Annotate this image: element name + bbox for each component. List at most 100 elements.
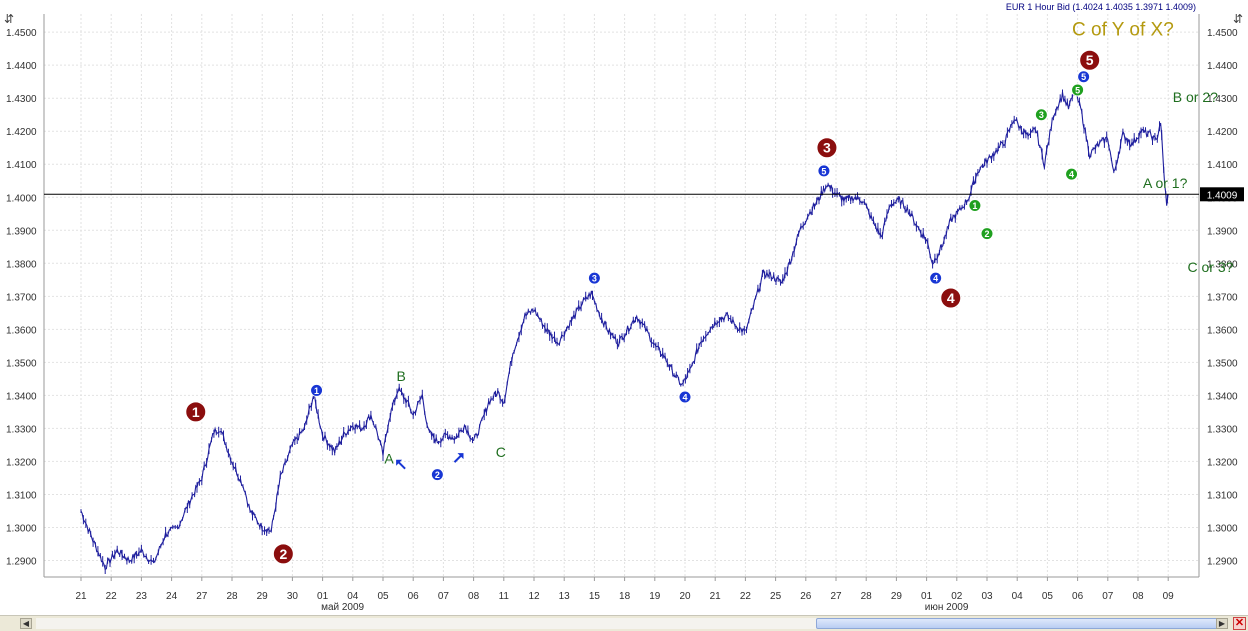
x-tick-label: 30 bbox=[287, 591, 299, 602]
x-tick-label: 06 bbox=[408, 591, 420, 602]
y-tick-label: 1.3500 bbox=[1207, 358, 1238, 369]
wave-label-number: 4 bbox=[933, 274, 938, 284]
x-tick-label: 06 bbox=[1072, 591, 1084, 602]
x-tick-label: 07 bbox=[1102, 591, 1114, 602]
y-tick-label: 1.3400 bbox=[6, 391, 37, 402]
y-tick-label: 1.4400 bbox=[6, 61, 37, 72]
month-label: июн 2009 bbox=[925, 602, 969, 613]
scroll-track[interactable] bbox=[36, 618, 1226, 629]
wave-label-number: 5 bbox=[1075, 85, 1080, 95]
annotation-label: C bbox=[496, 444, 506, 460]
wave-label: 5 bbox=[1071, 83, 1085, 97]
x-tick-label: 26 bbox=[800, 591, 812, 602]
wave-label-circle bbox=[816, 137, 838, 159]
x-tick-label: 04 bbox=[347, 591, 359, 602]
wave-label: 1 bbox=[185, 401, 207, 423]
x-tick-label: 05 bbox=[377, 591, 389, 602]
y-tick-label: 1.3500 bbox=[6, 358, 37, 369]
x-tick-label: 22 bbox=[106, 591, 118, 602]
y-tick-label: 1.3900 bbox=[6, 226, 37, 237]
y-tick-label: 1.3200 bbox=[6, 457, 37, 468]
wave-label-circle bbox=[1034, 108, 1048, 122]
wave-label-number: 5 bbox=[1086, 52, 1094, 68]
x-tick-label: 23 bbox=[136, 591, 148, 602]
y-axis-right-ticks: 1.2900 1.3000 1.3100 1.3200 1.3300 1.3400 1.35… bbox=[1207, 28, 1238, 567]
wave-arrow bbox=[396, 459, 406, 470]
annotation-label: B or 2? bbox=[1173, 89, 1218, 105]
wave-label: 3 bbox=[816, 137, 838, 159]
y-tick-label: 1.4400 bbox=[1207, 61, 1238, 72]
y-tick-label: 1.3000 bbox=[1207, 523, 1238, 534]
annotation-label: C of Y of X? bbox=[1072, 19, 1174, 40]
y-tick-label: 1.4300 bbox=[6, 94, 37, 105]
wave-label-circle bbox=[968, 199, 982, 213]
wave-label-circle bbox=[310, 383, 324, 397]
x-tick-label: 28 bbox=[861, 591, 873, 602]
wave-label: 3 bbox=[1034, 108, 1048, 122]
y-tick-label: 1.3800 bbox=[1207, 259, 1238, 270]
annotation-label: C or 3? bbox=[1188, 259, 1234, 275]
wave-label: 1 bbox=[968, 199, 982, 213]
wave-label-circle bbox=[940, 287, 962, 309]
y-axis-left-ticks: 1.2900 1.3000 1.3100 1.3200 1.3300 1.3400 1.35… bbox=[6, 28, 37, 567]
wave-arrow bbox=[453, 453, 464, 463]
wave-label: 4 bbox=[678, 390, 692, 404]
y-tick-label: 1.3900 bbox=[1207, 226, 1238, 237]
x-tick-label: 02 bbox=[951, 591, 963, 602]
wave-label-number: 1 bbox=[314, 386, 319, 396]
scroll-thumb[interactable] bbox=[816, 618, 1226, 629]
y-tick-label: 1.3400 bbox=[1207, 391, 1238, 402]
x-tick-label: 27 bbox=[196, 591, 208, 602]
y-tick-label: 1.2900 bbox=[1207, 556, 1238, 567]
wave-label-number: 3 bbox=[1039, 110, 1044, 120]
wave-label-circle bbox=[430, 468, 444, 482]
y-tick-label: 1.4300 bbox=[1207, 94, 1238, 105]
close-icon[interactable]: ✕ bbox=[1233, 617, 1246, 630]
x-tick-label: 08 bbox=[1132, 591, 1144, 602]
scale-icon[interactable]: ⇵ bbox=[3, 12, 15, 26]
scale-icon[interactable]: ⇵ bbox=[1232, 12, 1244, 26]
x-tick-label: 13 bbox=[559, 591, 571, 602]
x-tick-label: 21 bbox=[710, 591, 722, 602]
y-tick-label: 1.4100 bbox=[6, 160, 37, 171]
wave-label-number: 4 bbox=[1069, 170, 1074, 180]
wave-label-number: 5 bbox=[821, 166, 826, 176]
y-tick-label: 1.2900 bbox=[6, 556, 37, 567]
x-tick-label: 18 bbox=[619, 591, 631, 602]
wave-label: 5 bbox=[1079, 49, 1101, 71]
price-series bbox=[80, 89, 1169, 574]
annotations: C of Y of X? B or 2? A or 1? C or 3? A B C bbox=[384, 19, 1233, 466]
x-tick-label: 24 bbox=[166, 591, 178, 602]
x-tick-label: 01 bbox=[921, 591, 933, 602]
plot-background bbox=[44, 14, 1199, 577]
y-tick-label: 1.3600 bbox=[1207, 325, 1238, 336]
wave-label-number: 2 bbox=[435, 470, 440, 480]
price-tag-bg bbox=[1200, 187, 1244, 202]
wave-label-circle bbox=[185, 401, 207, 423]
wave-label-number: 3 bbox=[592, 274, 597, 284]
y-tick-label: 1.3300 bbox=[1207, 424, 1238, 435]
y-tick-label: 1.3800 bbox=[6, 259, 37, 270]
wave-label: 5 bbox=[817, 164, 831, 178]
x-tick-label: 22 bbox=[740, 591, 752, 602]
wave-label-circle bbox=[929, 271, 943, 285]
y-tick-label: 1.3700 bbox=[1207, 292, 1238, 303]
y-tick-label: 1.4000 bbox=[6, 193, 37, 204]
annotation-label: A bbox=[384, 451, 394, 467]
x-tick-label: 21 bbox=[75, 591, 87, 602]
horizontal-scrollbar[interactable]: ◀ ▶ ✕ bbox=[0, 615, 1248, 631]
scroll-right-button[interactable]: ▶ bbox=[1216, 618, 1228, 629]
y-tick-label: 1.3000 bbox=[6, 523, 37, 534]
wave-label-number: 1 bbox=[192, 404, 200, 420]
wave-label: 2 bbox=[980, 227, 994, 241]
y-tick-label: 1.4500 bbox=[1207, 28, 1238, 39]
y-tick-label: 1.3300 bbox=[6, 424, 37, 435]
wave-label-number: 1 bbox=[972, 201, 977, 211]
x-tick-label: 27 bbox=[830, 591, 842, 602]
month-labels: май 2009 июн 2009 bbox=[321, 602, 969, 613]
x-tick-label: 08 bbox=[468, 591, 480, 602]
x-tick-label: 19 bbox=[649, 591, 661, 602]
scroll-left-button[interactable]: ◀ bbox=[20, 618, 32, 629]
wave-label: 2 bbox=[430, 468, 444, 482]
